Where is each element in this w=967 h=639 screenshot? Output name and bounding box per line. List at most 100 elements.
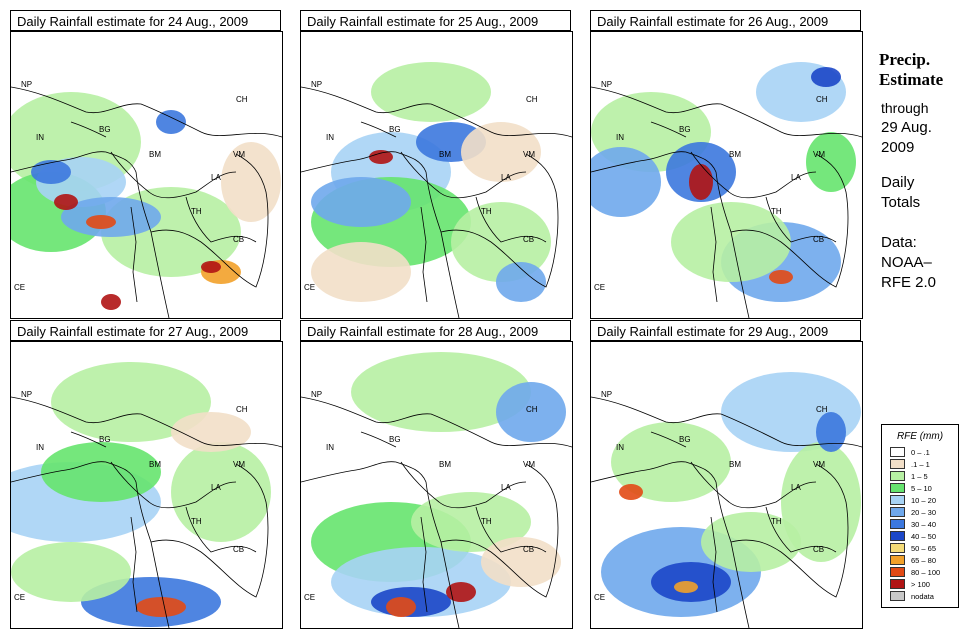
daily-line: Daily: [881, 174, 915, 191]
country-label-bm: BM: [149, 460, 161, 469]
rainfall-field: [11, 362, 271, 627]
rain-area: [31, 160, 71, 184]
border-line: [185, 196, 257, 243]
country-label-np: NP: [21, 390, 32, 399]
rainfall-map: NP CH IN BG BM VM LA TH CB CE: [300, 341, 573, 629]
border-line: [710, 516, 718, 613]
rain-area: [411, 492, 531, 552]
country-label-ce: CE: [304, 283, 315, 292]
daily-line: Totals: [881, 194, 921, 211]
rain-area: [86, 215, 116, 229]
country-label-in: IN: [326, 443, 334, 452]
rain-area: [701, 512, 801, 572]
legend-swatch: [890, 495, 905, 505]
country-label-cb: CB: [813, 545, 824, 554]
country-label-ce: CE: [14, 593, 25, 602]
rain-area: [496, 262, 546, 302]
border-line: [301, 396, 572, 448]
country-label-bm: BM: [729, 460, 741, 469]
legend-swatch: [890, 483, 905, 493]
border-line: [440, 463, 559, 598]
rain-area: [201, 261, 221, 273]
border-line: [440, 153, 559, 288]
rainfall-map: NP CH IN BG BM VM LA TH CB CE: [300, 31, 573, 319]
border-line: [591, 86, 862, 138]
country-label-np: NP: [311, 80, 322, 89]
legend-label: nodata: [911, 591, 934, 601]
panel-title: Daily Rainfall estimate for 25 Aug., 200…: [300, 10, 571, 31]
country-label-ce: CE: [304, 593, 315, 602]
country-borders: [591, 396, 862, 628]
country-borders: [591, 86, 862, 318]
border-line: [360, 121, 397, 138]
rain-area: [591, 147, 661, 217]
legend-label: 40 – 50: [911, 531, 937, 541]
legend-label: 65 – 80: [911, 555, 937, 565]
country-label-bg: BG: [389, 435, 401, 444]
country-label-th: TH: [191, 517, 202, 526]
border-line: [301, 461, 460, 628]
country-label-la: LA: [501, 483, 511, 492]
legend-swatch: [890, 543, 905, 553]
map-svg: NP CH IN BG BM VM LA TH CB CE: [11, 362, 282, 628]
country-label-vm: VM: [523, 150, 535, 159]
legend-label: 80 – 100: [911, 567, 941, 577]
country-label-cb: CB: [233, 235, 244, 244]
border-line: [11, 86, 282, 138]
rain-area: [674, 581, 698, 593]
border-line: [70, 431, 107, 448]
rain-area: [806, 132, 856, 192]
legend-swatch: [890, 531, 905, 541]
panel-title: Daily Rainfall estimate for 27 Aug., 200…: [10, 320, 281, 341]
panel-title: Daily Rainfall estimate for 26 Aug., 200…: [590, 10, 861, 31]
border-line: [591, 151, 750, 318]
data-line: Data:: [881, 234, 917, 251]
border-line: [591, 461, 750, 628]
rain-area: [496, 382, 566, 442]
country-label-bg: BG: [389, 125, 401, 134]
border-line: [420, 206, 428, 303]
border-line: [11, 396, 282, 448]
legend-label: 5 – 10: [911, 483, 932, 493]
country-label-bg: BG: [99, 435, 111, 444]
country-label-np: NP: [311, 390, 322, 399]
border-line: [11, 461, 170, 628]
country-label-ch: CH: [816, 95, 828, 104]
rainfall-field: [11, 92, 281, 310]
country-label-in: IN: [326, 133, 334, 142]
legend-item: .1 – 1: [890, 458, 958, 470]
rfe-legend: RFE (mm) 0 – .1 .1 – 1 1 – 5 5 – 10 10 – 20 2…: [881, 424, 959, 608]
rain-area: [171, 412, 251, 452]
legend-label: 20 – 30: [911, 507, 937, 517]
country-label-bm: BM: [149, 150, 161, 159]
legend-label: 10 – 20: [911, 495, 937, 505]
rain-area: [781, 442, 861, 562]
border-line: [475, 196, 547, 243]
country-label-ch: CH: [526, 405, 538, 414]
country-borders: [11, 86, 282, 318]
legend-swatch: [890, 519, 905, 529]
legend-item: 10 – 20: [890, 494, 958, 506]
data-line: NOAA–: [881, 254, 932, 271]
legend-item: 20 – 30: [890, 506, 958, 518]
sidebar-title: Precip. Estimate: [879, 50, 943, 90]
country-label-la: LA: [211, 483, 221, 492]
rain-area: [369, 150, 393, 164]
sidebar-daily-block: Daily Totals: [881, 173, 920, 213]
panel-title: Daily Rainfall estimate for 28 Aug., 200…: [300, 320, 571, 341]
country-label-vm: VM: [813, 150, 825, 159]
legend-swatch: [890, 591, 905, 601]
border-line: [301, 86, 572, 138]
country-label-bm: BM: [729, 150, 741, 159]
rain-area: [136, 597, 186, 617]
border-line: [150, 153, 269, 288]
border-line: [301, 151, 460, 318]
rain-area: [371, 62, 491, 122]
legend-item: 5 – 10: [890, 482, 958, 494]
legend-item: 30 – 40: [890, 518, 958, 530]
map-svg: NP CH IN BG BM VM LA TH CB CE: [301, 352, 572, 628]
legend-swatch: [890, 471, 905, 481]
map-svg: NP CH IN BG BM VM LA TH CB CE: [301, 62, 572, 318]
panel-title: Daily Rainfall estimate for 24 Aug., 200…: [10, 10, 281, 31]
country-label-th: TH: [771, 207, 782, 216]
